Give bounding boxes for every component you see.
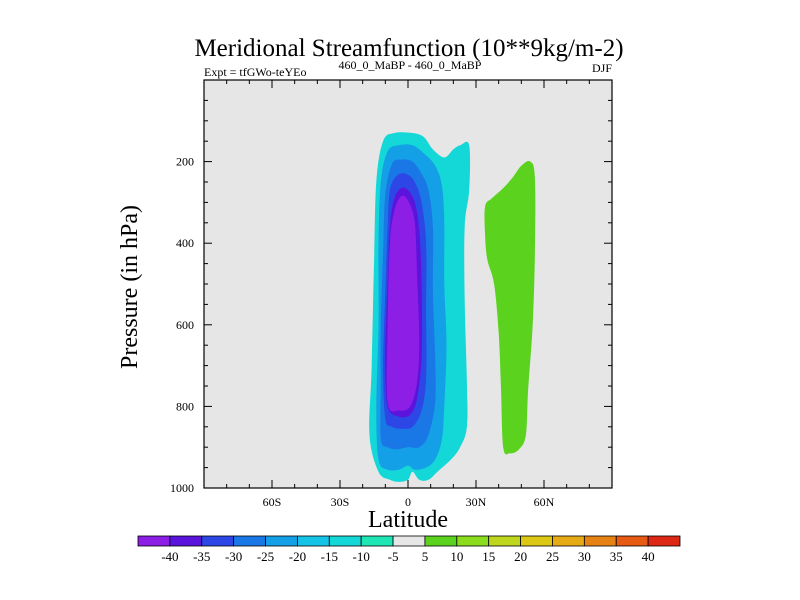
y-tick-label: 1000: [170, 481, 194, 495]
y-axis-label: Pressure (in hPa): [117, 205, 143, 369]
x-tick-label: 30S: [331, 495, 350, 509]
colorbar-swatch: [137, 535, 171, 547]
chart-title: Meridional Streamfunction (10**9kg/m-2): [194, 35, 623, 62]
colorbar-swatch: [360, 535, 394, 547]
colorbar-swatch: [520, 535, 553, 547]
x-axis-ticks: 60S 30S 0 30N 60N: [263, 80, 555, 509]
colorbar-swatch: [169, 535, 203, 547]
colorbar-label: -40: [161, 549, 178, 564]
colorbar-swatch: [201, 535, 235, 547]
colorbar: -40 -35 -30 -25 -20 -15 -10 -5 5 10 15 20 25 30 35 40: [137, 535, 681, 564]
colorbar-swatch: [488, 535, 521, 547]
subtitle-center: 460_0_MaBP - 460_0_MaBP: [339, 58, 482, 72]
minor-ticks: [204, 80, 612, 488]
colorbar-label: 5: [422, 549, 429, 564]
colorbar-swatch: [456, 535, 490, 547]
colorbar-label: -20: [289, 549, 306, 564]
colorbar-label: -30: [225, 549, 242, 564]
colorbar-label: 25: [546, 549, 559, 564]
contour-region-green-pos: [484, 160, 536, 455]
colorbar-label: -25: [257, 549, 274, 564]
colorbar-label: -10: [353, 549, 370, 564]
colorbar-label: 20: [514, 549, 527, 564]
colorbar-label: 40: [642, 549, 655, 564]
colorbar-label: -5: [388, 549, 399, 564]
colorbar-label: 15: [482, 549, 495, 564]
contour-regions: [369, 132, 536, 482]
colorbar-label: -35: [193, 549, 210, 564]
colorbar-swatch: [233, 535, 266, 547]
y-tick-label: 800: [176, 399, 194, 413]
colorbar-swatch: [615, 535, 649, 547]
subtitle-right: DJF: [592, 61, 612, 75]
colorbar-swatch: [583, 535, 617, 547]
x-tick-label: 0: [405, 495, 411, 509]
x-axis-label: Latitude: [368, 507, 448, 533]
colorbar-label: 30: [578, 549, 591, 564]
y-tick-label: 200: [176, 155, 194, 169]
colorbar-swatch: [297, 535, 330, 547]
subtitle-left: Expt = tfGWo-teYEo: [204, 65, 306, 79]
colorbar-label: 35: [610, 549, 623, 564]
y-tick-label: 600: [176, 318, 194, 332]
y-tick-label: 400: [176, 236, 194, 250]
contour-region-purple-40: [386, 195, 420, 412]
colorbar-swatch: [647, 535, 681, 547]
colorbar-swatch: [328, 535, 362, 547]
colorbar-label: -15: [321, 549, 338, 564]
x-tick-label: 30N: [466, 495, 487, 509]
colorbar-swatch: [392, 535, 426, 547]
colorbar-swatch: [265, 535, 298, 547]
x-tick-label: 60N: [534, 495, 555, 509]
x-tick-label: 60S: [263, 495, 282, 509]
y-axis-ticks: 200 400 600 800 1000: [170, 155, 612, 495]
colorbar-swatch: [552, 535, 585, 547]
colorbar-label: 10: [450, 549, 463, 564]
colorbar-swatch: [424, 535, 458, 547]
